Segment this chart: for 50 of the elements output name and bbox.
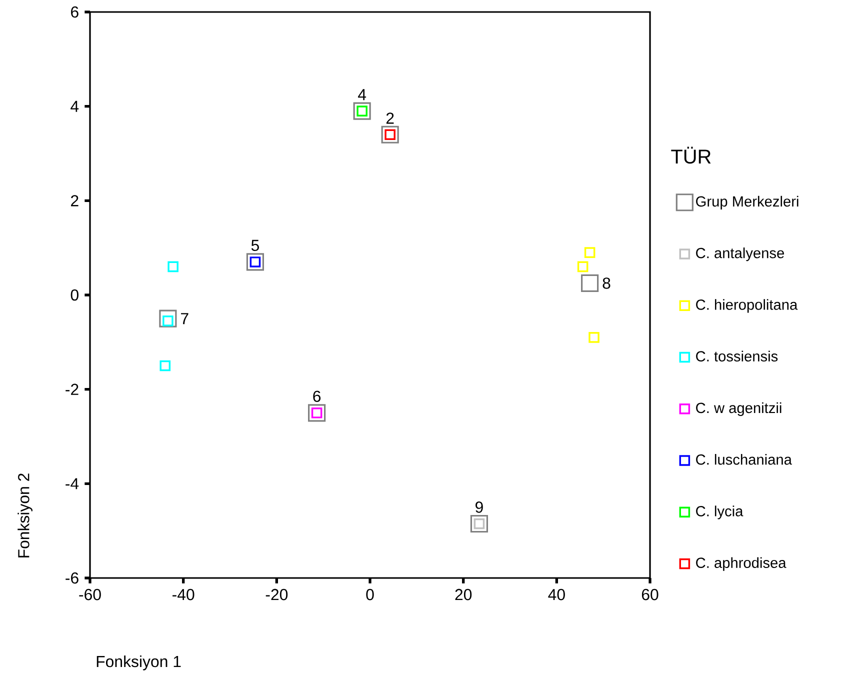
y-axis-title: Fonksiyon 2: [18, 474, 32, 558]
legend-label: C. w agenitzii: [696, 402, 782, 416]
legend-label: Grup Merkezleri: [696, 196, 798, 210]
x-tick-label: 60: [642, 588, 658, 600]
x-axis-title: Fonksiyon 1: [96, 655, 181, 670]
annotation: 2: [386, 112, 394, 124]
x-tick-label: 20: [455, 588, 472, 600]
x-tick-label: -60: [79, 588, 101, 600]
legend-label: C. antalyense: [696, 248, 784, 262]
point: [581, 274, 599, 292]
annotation: 9: [476, 502, 483, 513]
annotation: 4: [358, 89, 366, 100]
point: [311, 408, 322, 418]
x-tick-label: -20: [266, 588, 288, 600]
point: [160, 360, 171, 372]
annotation: 7: [181, 313, 188, 324]
y-tick-label: 0: [70, 289, 78, 301]
y-tick-label: 6: [71, 6, 78, 18]
legend-label: C. tossiensis: [696, 350, 778, 362]
legend-label: C. lycia: [696, 506, 744, 520]
point: [250, 256, 261, 268]
annotation: 8: [602, 278, 610, 289]
y-tick-label: 2: [71, 195, 78, 206]
x-tick-label: 0: [366, 588, 374, 600]
legend-label: C. hieropolitana: [696, 299, 798, 313]
point: [584, 247, 596, 258]
point: [474, 518, 485, 530]
point: [159, 310, 177, 328]
annotation: 6: [313, 390, 321, 402]
point: [381, 126, 399, 144]
x-tick-label: -40: [172, 588, 194, 600]
y-tick-label: 4: [70, 100, 79, 112]
legend-title: TÜR: [671, 146, 711, 164]
legend-label: C. aphrodisea: [696, 557, 786, 571]
point: [162, 316, 174, 326]
point: [353, 102, 371, 120]
point: [588, 332, 600, 343]
point: [246, 253, 264, 271]
point: [356, 106, 368, 116]
point: [470, 514, 488, 533]
x-tick-label: 40: [548, 588, 565, 600]
point: [384, 129, 396, 140]
point: [168, 261, 178, 272]
y-tick-label: -6: [66, 572, 78, 584]
annotation: 5: [251, 240, 259, 252]
y-tick-label: -2: [66, 384, 78, 395]
point: [577, 261, 588, 272]
legend-label: C. luschaniana: [696, 454, 792, 465]
point: [308, 404, 326, 422]
y-tick-label: -4: [66, 478, 79, 490]
